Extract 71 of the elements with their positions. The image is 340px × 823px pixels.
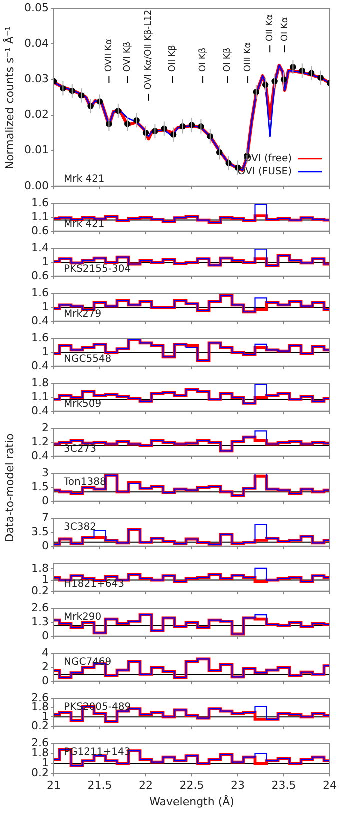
y-tick-label: 0.4 — [32, 359, 49, 372]
y-tick-label: 0 — [42, 539, 49, 552]
x-tick-label: 24 — [323, 779, 337, 792]
y-tick-label: 1.3 — [32, 615, 49, 628]
y-tick-label: 1 — [42, 573, 49, 586]
annotation: 3C382 — [64, 522, 96, 534]
x-axis-title: Wavelength (Å) — [150, 794, 234, 808]
annotation: OII Kβ — [168, 45, 178, 72]
y-tick-label: 1.8 — [32, 376, 49, 390]
y-tick-label: 1 — [42, 255, 49, 268]
y-tick-label: 0.6 — [32, 269, 49, 282]
y-tick-label: 1.2 — [32, 435, 49, 448]
y-tick-label: 0.2 — [32, 584, 49, 598]
annotation: OI Kβ — [198, 48, 208, 72]
y-tick-label: 0.4 — [32, 449, 49, 462]
y-tick-label: 1.1 — [32, 390, 49, 404]
y-tick-label: 3 — [42, 466, 49, 480]
x-tick-label: 21 — [47, 779, 61, 792]
y-tick-label: 1.6 — [32, 286, 49, 300]
y-tick-label: 1.1 — [32, 210, 49, 224]
y-tick-label: 0.2 — [32, 719, 49, 732]
y-tick-label: 1 — [42, 345, 49, 358]
y-tick-label: 1.5 — [32, 480, 49, 494]
x-tick-label: 23.5 — [272, 779, 296, 792]
annotation: OII Kα — [265, 14, 276, 42]
y-axis-title: Normalized counts s⁻¹ Å⁻¹ — [4, 26, 16, 170]
y-tick-label: 1 — [42, 300, 49, 314]
annotation: 3C273 — [64, 444, 96, 455]
annotation: OI Kβ — [223, 48, 234, 72]
annotation: OVI Kα/OII Kβ-L12 — [144, 10, 154, 90]
x-tick-label: 23 — [231, 779, 245, 792]
annotation: Mrk509 — [64, 398, 102, 410]
y-tick-label: 0 — [42, 494, 49, 508]
annotation: OI Kα — [280, 17, 290, 42]
y-tick-label: 0 — [42, 629, 49, 642]
y-tick-label: 1.6 — [32, 196, 49, 210]
annotation: OVII Kα — [104, 39, 115, 72]
x-tick-label: 22.5 — [180, 779, 204, 792]
annotation: Mrk 421 — [64, 218, 105, 230]
y-tick-label: 0.00 — [24, 179, 49, 192]
y-tick-label: 4 — [42, 646, 49, 660]
y-tick-label: 3.5 — [32, 525, 49, 538]
y-tick-label: 2 — [42, 421, 49, 434]
y-tick-label: 0.02 — [24, 108, 49, 122]
annotation: PKS2155-304 — [64, 264, 132, 275]
legend-label: OVI (FUSE) — [238, 166, 292, 178]
y-tick-label: 0.4 — [32, 314, 49, 328]
y-tick-label: 0 — [42, 674, 49, 688]
x-tick-label: 21.5 — [88, 779, 112, 792]
y-tick-label: 1.4 — [32, 241, 49, 254]
annotation: NGC7469 — [64, 657, 112, 668]
y-tick-label: 0.05 — [24, 1, 49, 14]
y-tick-label: 2 — [42, 660, 49, 674]
y-tick-label: 0.01 — [24, 144, 49, 157]
y-axis-title: Data-to-model ratio — [4, 433, 16, 542]
y-tick-label: 0.6 — [32, 224, 49, 238]
y-tick-label: 7 — [42, 511, 49, 524]
y-tick-label: 0.4 — [32, 404, 49, 418]
annotation: Mrk279 — [64, 308, 102, 320]
y-tick-label: 1.6 — [32, 331, 49, 344]
y-tick-label: 0.03 — [24, 72, 49, 86]
annotation: Mrk290 — [64, 612, 102, 624]
annotation: H1821+643 — [64, 578, 124, 590]
annotation: NGC5548 — [64, 354, 112, 365]
y-tick-label: 0.04 — [24, 37, 49, 50]
y-tick-label: 2.6 — [32, 601, 49, 614]
annotation: Mrk 421 — [64, 174, 105, 185]
y-tick-label: 1.8 — [32, 562, 49, 576]
x-tick-label: 22 — [139, 779, 153, 792]
annotation: OIII Kα — [243, 42, 254, 72]
annotation: OVI Kβ — [123, 42, 134, 72]
